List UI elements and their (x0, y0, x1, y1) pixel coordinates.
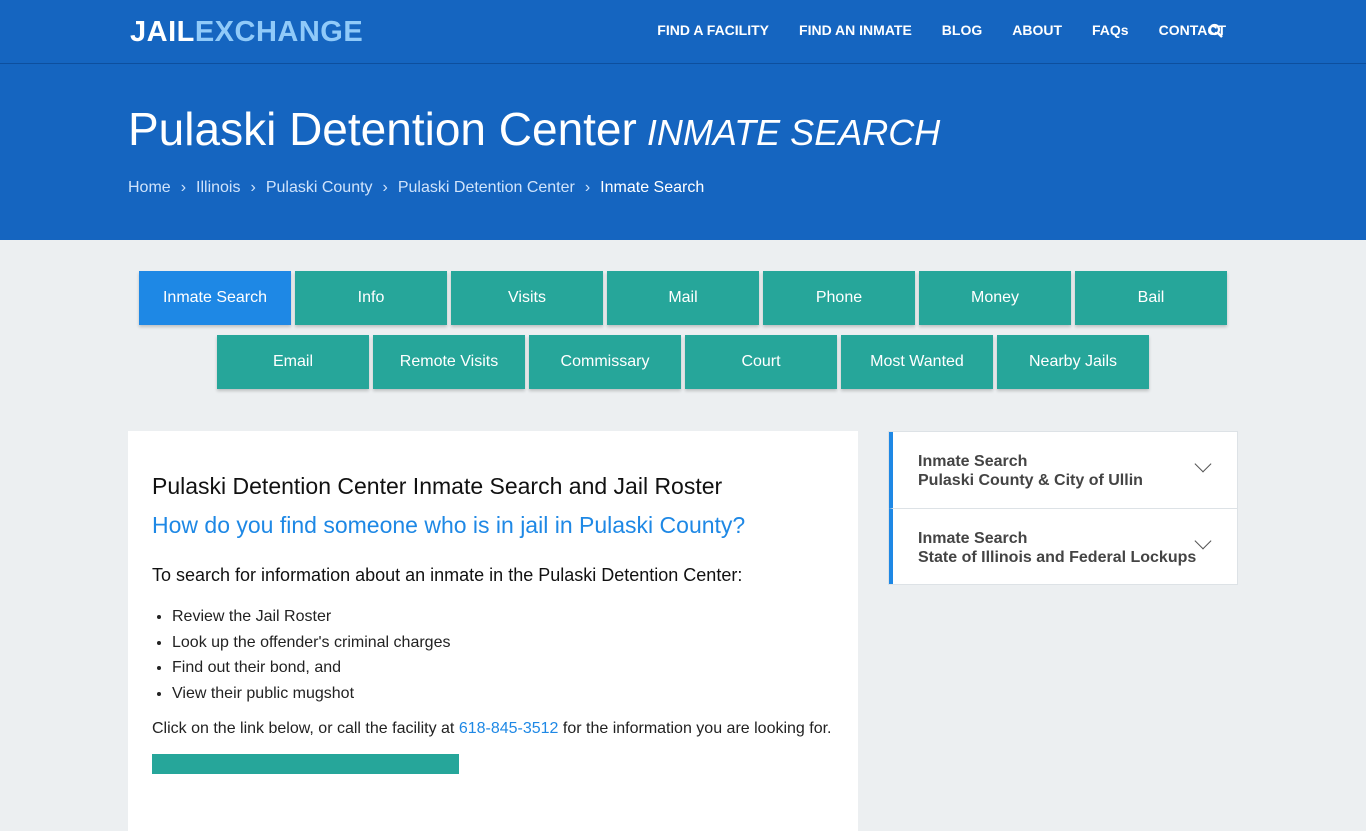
facility-tabs: Inmate Search Info Visits Mail Phone Mon… (0, 271, 1366, 399)
tab-most-wanted[interactable]: Most Wanted (841, 335, 993, 389)
search-icon[interactable] (1208, 23, 1224, 39)
nav-about[interactable]: ABOUT (1012, 22, 1063, 38)
chevron-right-icon: › (180, 179, 187, 196)
nav-contact[interactable]: CONTACT (1158, 22, 1226, 38)
logo-jail: JAIL (130, 16, 195, 48)
tab-remote-visits[interactable]: Remote Visits (373, 335, 525, 389)
tab-money[interactable]: Money (919, 271, 1071, 325)
tab-nearby-jails[interactable]: Nearby Jails (997, 335, 1149, 389)
hero: Pulaski Detention Center INMATE SEARCH Ho… (0, 64, 1366, 240)
chevron-down-icon (1194, 455, 1212, 473)
tab-phone[interactable]: Phone (763, 271, 915, 325)
para-text: for the information you are looking for. (558, 720, 832, 737)
tab-mail[interactable]: Mail (607, 271, 759, 325)
nav-faqs[interactable]: FAQs (1092, 22, 1129, 38)
crumb-county[interactable]: Pulaski County (265, 179, 373, 196)
call-paragraph: Click on the link below, or call the fac… (152, 720, 834, 738)
accordion-subtitle: Pulaski County & City of Ullin (918, 472, 1143, 489)
page-title: Pulaski Detention Center INMATE SEARCH (128, 102, 940, 156)
crumb-current: Inmate Search (600, 179, 705, 196)
phone-link[interactable]: 618-845-3512 (458, 720, 559, 737)
content-heading: Pulaski Detention Center Inmate Search a… (152, 473, 723, 499)
tab-email[interactable]: Email (217, 335, 369, 389)
tab-inmate-search[interactable]: Inmate Search (139, 271, 291, 325)
tab-bail[interactable]: Bail (1075, 271, 1227, 325)
steps-list: Review the Jail Roster Look up the offen… (172, 604, 834, 706)
nav-blog[interactable]: BLOG (941, 22, 983, 38)
roster-button[interactable] (152, 754, 459, 774)
accordion-title: Inmate Search (918, 530, 1028, 547)
nav-find-facility[interactable]: FIND A FACILITY (657, 22, 770, 38)
logo-exchange: EXCHANGE (194, 16, 364, 48)
content-intro: To search for information about an inmat… (152, 565, 743, 585)
crumb-facility[interactable]: Pulaski Detention Center (397, 179, 575, 196)
tab-commissary[interactable]: Commissary (529, 335, 681, 389)
logo[interactable]: JAILEXCHANGE (130, 16, 363, 49)
tab-info[interactable]: Info (295, 271, 447, 325)
list-item: Look up the offender's criminal charges (172, 630, 834, 656)
accordion-subtitle: State of Illinois and Federal Lockups (918, 549, 1197, 566)
chevron-down-icon (1194, 532, 1212, 550)
title-subtitle: INMATE SEARCH (646, 112, 941, 153)
main-content: Pulaski Detention Center Inmate Search a… (128, 431, 858, 831)
crumb-state[interactable]: Illinois (196, 179, 241, 196)
accordion-county[interactable]: Inmate Search Pulaski County & City of U… (889, 432, 1237, 508)
nav-find-inmate[interactable]: FIND AN INMATE (799, 22, 912, 38)
tab-visits[interactable]: Visits (451, 271, 603, 325)
sidebar: Inmate Search Pulaski County & City of U… (888, 431, 1238, 585)
crumb-home[interactable]: Home (128, 179, 171, 196)
top-nav: JAILEXCHANGE FIND A FACILITY FIND AN INM… (0, 0, 1366, 64)
accordion-state[interactable]: Inmate Search State of Illinois and Fede… (889, 508, 1237, 584)
list-item: Review the Jail Roster (172, 604, 834, 630)
tab-court[interactable]: Court (685, 335, 837, 389)
content-question: How do you find someone who is in jail i… (152, 512, 746, 538)
chevron-right-icon: › (382, 179, 388, 196)
list-item: View their public mugshot (172, 681, 834, 707)
chevron-right-icon: › (584, 179, 591, 196)
list-item: Find out their bond, and (172, 655, 834, 681)
breadcrumb: Home › Illinois › Pulaski County › Pulaski … (128, 179, 704, 197)
title-text: Pulaski Detention Center (128, 103, 637, 155)
chevron-right-icon: › (250, 179, 256, 196)
para-text: Click on the link below, or call the fac… (152, 720, 459, 737)
accordion-title: Inmate Search (918, 453, 1028, 470)
